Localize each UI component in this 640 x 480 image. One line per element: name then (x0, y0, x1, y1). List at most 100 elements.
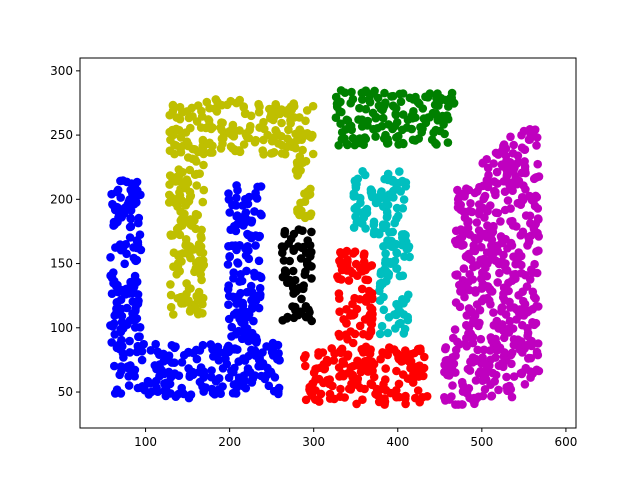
scatter-point (358, 88, 368, 97)
scatter-point (453, 337, 462, 347)
scatter-point (389, 193, 398, 202)
scatter-point (139, 339, 148, 349)
scatter-point (130, 271, 140, 281)
scatter-point (520, 307, 529, 316)
scatter-point (392, 299, 401, 309)
scatter-point (196, 242, 206, 251)
scatter-point (124, 381, 134, 390)
scatter-point (197, 233, 206, 243)
scatter-point (367, 305, 377, 314)
scatter-point (291, 143, 300, 153)
scatter-point (355, 321, 365, 331)
scatter-point (307, 316, 317, 326)
scatter-point (233, 211, 242, 220)
scatter-point (404, 242, 414, 251)
scatter-point (399, 195, 409, 204)
scatter-point (232, 220, 242, 229)
scatter-point (282, 109, 292, 118)
scatter-point (498, 320, 507, 329)
scatter-point (350, 140, 360, 150)
scatter-point (392, 366, 401, 376)
scatter-point (522, 282, 532, 291)
scatter-point (349, 189, 359, 198)
scatter-point (320, 364, 330, 373)
scatter-point (398, 240, 407, 250)
scatter-point (147, 387, 156, 397)
scatter-point (280, 229, 289, 239)
scatter-point (423, 93, 433, 102)
scatter-point (171, 392, 181, 402)
scatter-point (224, 195, 234, 204)
scatter-point (207, 366, 216, 375)
scatter-point (342, 318, 351, 328)
scatter-point (268, 344, 278, 354)
scatter-point (461, 252, 471, 261)
scatter-point (521, 211, 531, 220)
scatter-point (532, 141, 541, 150)
y-tick-label: 50 (58, 385, 73, 399)
scatter-point (367, 316, 376, 326)
scatter-point (456, 205, 466, 214)
scatter-point (371, 198, 381, 208)
scatter-point (351, 259, 361, 269)
scatter-point (400, 324, 410, 334)
scatter-point (262, 370, 272, 380)
scatter-point (300, 197, 310, 206)
scatter-point (391, 110, 401, 120)
scatter-point (218, 382, 227, 391)
scatter-point (266, 110, 276, 120)
scatter-point (517, 168, 527, 178)
scatter-point (373, 228, 382, 237)
scatter-point (493, 278, 503, 287)
scatter-point (525, 135, 535, 144)
scatter-point (451, 345, 461, 355)
scatter-point (352, 202, 361, 212)
scatter-point (282, 142, 292, 152)
scatter-point (340, 88, 350, 97)
scatter-point (480, 371, 490, 380)
scatter-point (126, 365, 136, 374)
scatter-point (392, 264, 402, 273)
scatter-point (301, 267, 310, 276)
scatter-point (270, 373, 280, 382)
scatter-point (234, 146, 244, 155)
scatter-point (249, 316, 258, 326)
scatter-point (355, 193, 365, 203)
scatter-point (376, 354, 385, 364)
scatter-point (274, 387, 283, 396)
scatter-point (533, 339, 543, 348)
scatter-point (339, 371, 348, 381)
scatter-point (390, 256, 400, 266)
scatter-point (472, 218, 482, 227)
scatter-series-6 (440, 125, 544, 409)
scatter-point (296, 307, 306, 317)
scatter-point (475, 305, 485, 315)
scatter-point (467, 207, 477, 217)
scatter-point (119, 353, 128, 362)
scatter-point (476, 274, 486, 284)
scatter-point (278, 272, 288, 282)
scatter-point (185, 192, 195, 202)
scatter-point (367, 261, 377, 270)
scatter-point (247, 378, 257, 387)
scatter-point (483, 221, 492, 230)
scatter-point (360, 315, 370, 324)
scatter-point (311, 395, 321, 405)
scatter-point (462, 342, 472, 351)
scatter-point (371, 132, 380, 141)
scatter-point (465, 230, 475, 239)
scatter-point (484, 170, 493, 180)
scatter-point (246, 281, 256, 291)
scatter-point (203, 139, 213, 149)
scatter-point (355, 103, 364, 113)
scatter-point (357, 122, 367, 131)
scatter-point (485, 361, 494, 370)
scatter-point (392, 118, 402, 127)
scatter-point (108, 199, 117, 209)
scatter-point (304, 305, 313, 315)
scatter-point (235, 277, 244, 286)
scatter-point (172, 224, 182, 234)
scatter-point (505, 316, 515, 326)
scatter-point (414, 134, 424, 143)
scatter-point (205, 103, 214, 113)
